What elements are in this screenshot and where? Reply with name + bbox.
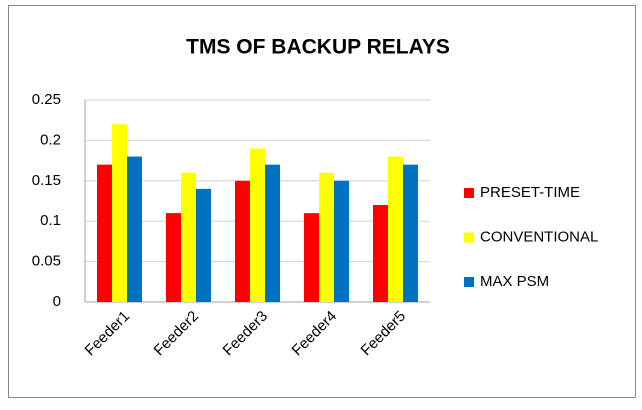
y-tick-label: 0.2: [40, 131, 61, 148]
legend-swatch: [464, 188, 474, 198]
legend-label: PRESET-TIME: [480, 184, 580, 201]
bar: [112, 124, 127, 303]
legend-swatch: [464, 232, 474, 243]
bar: [334, 180, 349, 302]
bar: [250, 148, 265, 302]
legend-label: CONVENTIONAL: [480, 228, 598, 245]
y-tick-label: 0.15: [32, 172, 61, 189]
bar: [166, 213, 181, 302]
bar: [388, 156, 403, 302]
bar: [196, 188, 211, 302]
bar: [403, 164, 418, 302]
chart-title: TMS OF BACKUP RELAYS: [186, 36, 450, 59]
y-tick-label: 0.1: [40, 212, 61, 229]
bar: [319, 172, 334, 302]
bar: [373, 205, 388, 302]
bar: [127, 156, 142, 302]
y-tick-label: 0.05: [32, 253, 61, 270]
legend-swatch: [464, 277, 474, 287]
legend-label: MAX PSM: [480, 273, 549, 290]
y-tick-label: 0.25: [32, 91, 61, 108]
bar: [304, 213, 319, 302]
bar: [97, 164, 112, 302]
bar: [181, 172, 196, 302]
bar: [235, 180, 250, 302]
bar: [265, 164, 280, 302]
y-tick-label: 0: [53, 293, 61, 310]
